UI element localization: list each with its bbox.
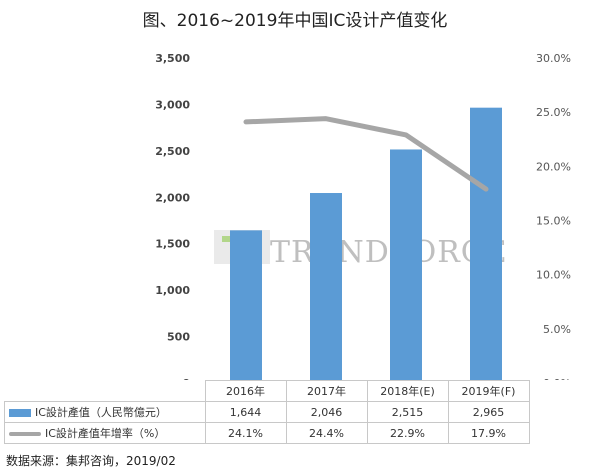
watermark-text: TRENDFORCE [270,235,508,270]
y-tick-label-right: 30.0% [536,52,571,65]
line-series [243,116,489,192]
data-label: 24.1% [204,422,287,444]
table-row: IC設計產值（人民幣億元） 1,644 2,046 2,515 2,965 [4,401,530,423]
y-tick-label-right: 15.0% [536,215,571,228]
category-label: 2019年(F) [447,380,530,402]
bar-series [230,107,502,380]
y-tick-label-left: 1,500 [155,238,190,251]
category-label: 2018年(E) [366,380,449,402]
y-tick-label-right: 20.0% [536,160,571,173]
bar [310,193,342,380]
y-tick-label-left: 2,500 [155,145,190,158]
y-tick-label-left: 1,000 [155,284,190,297]
data-label: 2,046 [285,401,368,423]
source-note: 数据来源：集邦咨询，2019/02 [6,454,176,468]
chart-title: 图、2016~2019年中国IC设计产值变化 [142,11,448,31]
bar [230,230,262,380]
left-axis: 0 500 1,000 1,500 2,000 2,500 3,000 3,500 [155,52,190,380]
bar-legend-key [9,409,31,417]
data-label: 17.9% [447,422,530,444]
y-tick-label-left: 3,000 [155,98,190,111]
series-row-head: IC設計產值年增率（%） [4,422,206,444]
series-name: IC設計產值年增率（%） [45,427,166,440]
chart-plot: TRENDFORCE 0 500 1,000 1,500 2,000 2,500 3,000… [155,52,571,380]
data-label: 1,644 [204,401,287,423]
line-legend-key [9,432,41,436]
data-label: 2,515 [366,401,449,423]
table-row: IC設計產值年增率（%） 24.1% 24.4% 22.9% 17.9% [4,422,530,444]
series-row-head: IC設計產值（人民幣億元） [4,401,206,423]
category-label: 2017年 [285,380,368,402]
growth-rate-line [243,116,489,192]
table-header-row: 2016年 2017年 2018年(E) 2019年(F) [4,380,530,402]
y-tick-label-left: 0 [182,377,190,380]
y-tick-label-right: 25.0% [536,106,571,119]
right-axis: 0.0% 5.0% 10.0% 15.0% 20.0% 25.0% 30.0% [536,52,571,380]
y-tick-label-left: 3,500 [155,52,190,65]
bar [390,149,422,380]
y-tick-label-left: 2,000 [155,191,190,204]
y-tick-label-right: 10.0% [536,269,571,282]
y-tick-label-left: 500 [167,331,190,344]
series-name: IC設計產值（人民幣億元） [35,406,167,419]
bar [470,107,502,380]
y-tick-label-right: 0.0% [543,377,571,380]
data-label: 2,965 [447,401,530,423]
category-label: 2016年 [204,380,287,402]
table-corner [4,380,206,402]
data-table: 2016年 2017年 2018年(E) 2019年(F) IC設計產值（人民幣… [4,380,530,444]
data-label: 24.4% [285,422,368,444]
y-tick-label-right: 5.0% [543,323,571,336]
data-label: 22.9% [366,422,449,444]
